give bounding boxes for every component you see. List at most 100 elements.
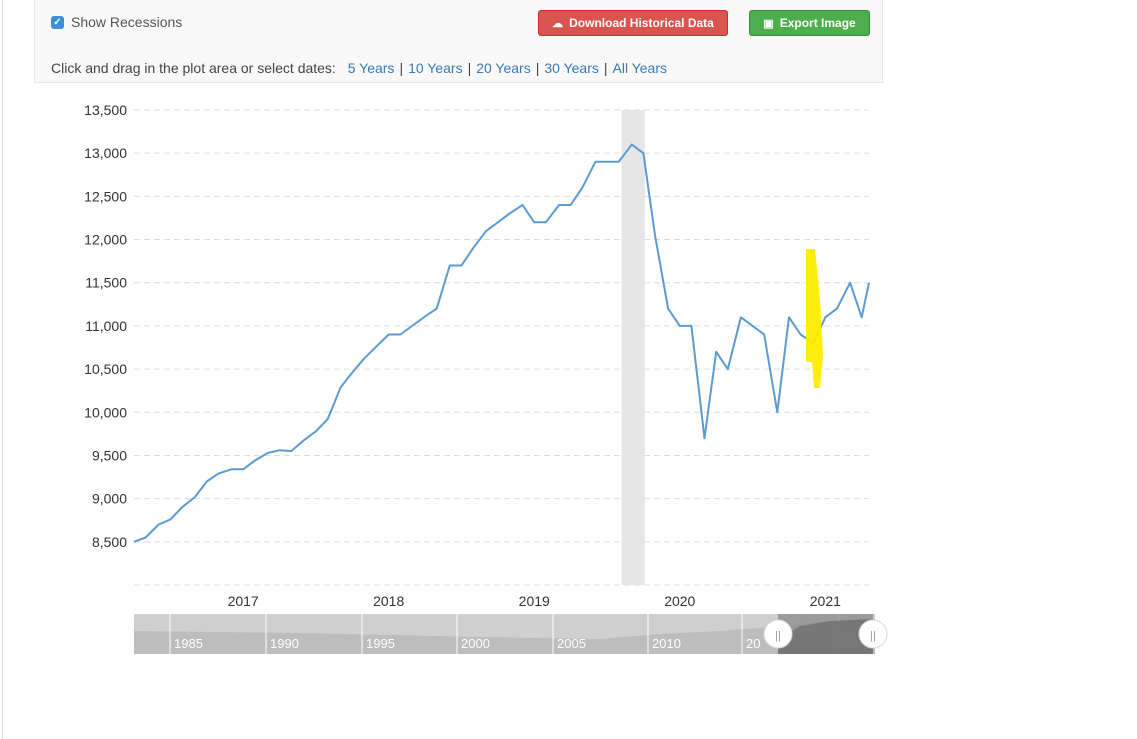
data-point: [339, 385, 343, 389]
data-point: [641, 151, 645, 155]
navigator-selected-area: [778, 619, 873, 654]
x-tick-label: 2019: [519, 593, 550, 609]
data-point: [569, 203, 573, 207]
data-point: [471, 246, 475, 250]
data-point: [580, 186, 584, 190]
navigator-year-label: 2000: [461, 636, 490, 651]
data-point: [423, 314, 427, 318]
data-point: [459, 263, 463, 267]
y-tick-label: 13,000: [84, 145, 127, 161]
y-tick-label: 8,500: [92, 534, 127, 550]
data-point: [557, 203, 561, 207]
data-point: [544, 220, 548, 224]
data-point: [775, 410, 779, 414]
recession-bands: [621, 110, 645, 585]
data-point: [653, 233, 657, 237]
show-recessions-toggle[interactable]: ✓ Show Recessions: [51, 14, 182, 30]
data-point: [168, 517, 172, 521]
range-10-years-link[interactable]: 10 Years: [408, 60, 463, 76]
yellow-highlight-mark: [806, 249, 823, 388]
data-point: [375, 344, 379, 348]
range-all-years-link[interactable]: All Years: [612, 60, 667, 76]
range-5-years-link[interactable]: 5 Years: [347, 60, 395, 76]
x-tick-label: 2021: [810, 593, 841, 609]
y-tick-label: 9,000: [92, 491, 127, 507]
y-tick-label: 10,000: [84, 404, 127, 420]
data-point: [787, 315, 791, 319]
data-point: [521, 203, 525, 207]
navigator-right-handle[interactable]: [858, 619, 888, 649]
chart-toolbar: ✓ Show Recessions ☁ Download Historical …: [34, 0, 883, 83]
data-point: [867, 281, 871, 285]
data-point: [180, 505, 184, 509]
data-point: [714, 350, 718, 354]
data-point: [666, 307, 670, 311]
data-point: [605, 160, 609, 164]
recessions-label: Show Recessions: [71, 14, 183, 30]
data-point: [448, 263, 452, 267]
navigator-area: [134, 619, 875, 654]
page-left-border: [2, 0, 3, 739]
range-20-years-link[interactable]: 20 Years: [476, 60, 531, 76]
download-historical-data-button[interactable]: ☁ Download Historical Data: [538, 10, 728, 36]
data-point: [860, 315, 864, 319]
recessions-checkbox[interactable]: ✓: [51, 15, 64, 29]
data-point: [799, 333, 803, 337]
x-tick-label: 2018: [373, 593, 404, 609]
data-point: [314, 429, 318, 433]
data-point: [689, 324, 693, 328]
data-point: [593, 160, 597, 164]
data-point: [703, 436, 707, 440]
data-point: [387, 333, 391, 337]
x-tick-label: 2017: [228, 593, 259, 609]
series-line: [133, 143, 870, 543]
data-point: [362, 357, 366, 361]
data-point: [278, 448, 282, 452]
data-point: [484, 229, 488, 233]
data-point: [157, 523, 161, 527]
data-point: [216, 472, 220, 476]
navigator-left-handle[interactable]: [763, 619, 793, 649]
data-point: [823, 315, 827, 319]
data-point: [205, 479, 209, 483]
x-tick-label: 2020: [664, 593, 695, 609]
recession-band: [621, 110, 645, 585]
data-point: [350, 371, 354, 375]
data-point: [617, 160, 621, 164]
data-point: [144, 536, 148, 540]
image-icon: ▣: [763, 17, 774, 30]
data-point: [678, 324, 682, 328]
data-point: [751, 324, 755, 328]
y-tick-label: 12,500: [84, 188, 127, 204]
range-30-years-link[interactable]: 30 Years: [544, 60, 599, 76]
data-point: [835, 307, 839, 311]
navigator-year-label: 2005: [557, 636, 586, 651]
data-point: [726, 367, 730, 371]
highlight-annotation: [806, 249, 823, 388]
export-image-button[interactable]: ▣ Export Image: [749, 10, 870, 36]
date-range-selector: Click and drag in the plot area or selec…: [51, 60, 667, 76]
y-tick-label: 10,500: [84, 361, 127, 377]
data-point: [508, 212, 512, 216]
navigator-year-label: 1990: [270, 636, 299, 651]
data-point: [411, 323, 415, 327]
y-tick-label: 13,500: [84, 102, 127, 118]
data-point: [241, 467, 245, 471]
y-tick-label: 9,500: [92, 447, 127, 463]
data-point: [289, 449, 293, 453]
data-point: [532, 220, 536, 224]
data-point: [739, 315, 743, 319]
y-tick-label: 12,000: [84, 232, 127, 248]
data-point: [193, 495, 197, 499]
grid-lines: [134, 109, 869, 586]
navigator-year-label: 1995: [366, 636, 395, 651]
y-tick-label: 11,000: [85, 318, 127, 334]
data-point: [762, 333, 766, 337]
data-point: [435, 307, 439, 311]
range-navigator[interactable]: 1985199019952000200520102020||||: [134, 614, 888, 654]
data-point: [848, 281, 852, 285]
data-point: [326, 417, 330, 421]
x-axis-tick-labels: 2017 2018 2019 2020 2021: [228, 593, 842, 609]
data-point: [496, 220, 500, 224]
